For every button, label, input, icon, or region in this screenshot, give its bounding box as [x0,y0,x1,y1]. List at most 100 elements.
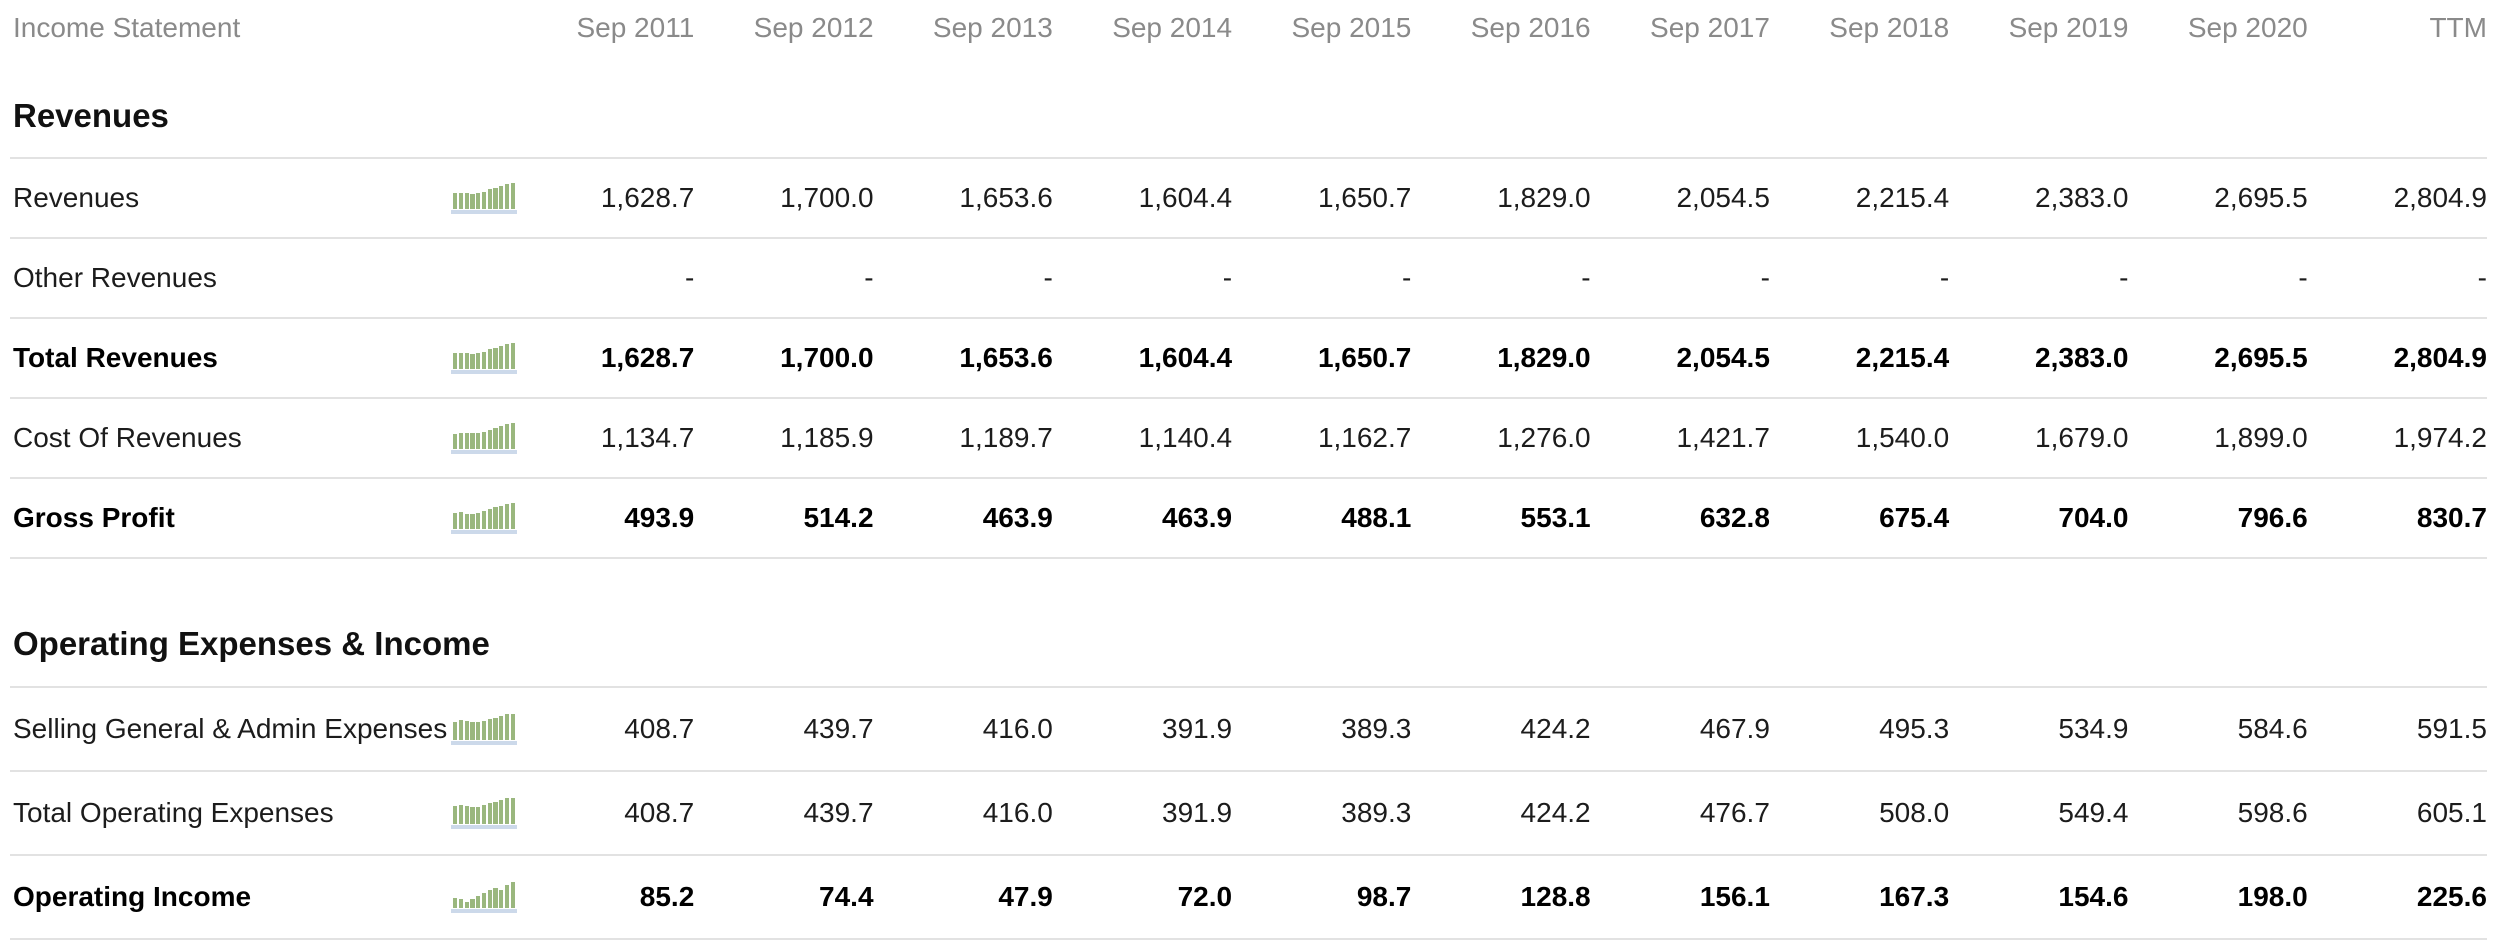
sparkline-bar [487,718,492,740]
sparkline-bar [487,889,492,908]
row-value: 1,628.7 [600,342,695,373]
row-value: 534.9 [2058,713,2129,744]
row-value: 553.1 [1520,502,1591,533]
sparkline-bar [481,892,487,908]
row-value: 154.6 [2058,881,2129,912]
sparkline-bar [493,187,498,209]
row-value: 493.9 [624,502,695,533]
sparkline-bar [493,888,498,908]
row-value: 1,628.7 [600,182,695,213]
row-value: 1,679.0 [2035,422,2129,453]
mini-bar-chart-icon[interactable] [450,881,518,913]
row-value: 704.0 [2058,502,2129,533]
sparkline-baseline [450,449,518,454]
sparkline-bar [487,803,492,824]
sparkline-bar [464,721,469,740]
sparkline-bar [458,352,464,369]
sparkline-bar [493,801,498,824]
row-value: 598.6 [2237,797,2308,828]
row-value: 47.9 [998,881,1053,912]
row-label: Revenues [13,182,140,213]
sparkline-bar [458,192,464,209]
row-value: - [1043,262,1053,293]
column-header-sep-2011: Sep 2011 [576,11,695,43]
mini-bar-chart-icon[interactable] [450,422,518,454]
sparkline-bars [453,502,515,529]
row-value: 1,653.6 [959,342,1053,373]
sparkline-cell [450,422,518,454]
row-value: 439.7 [803,713,874,744]
row-value: 467.9 [1699,713,1770,744]
table-header-row: Income Statement Sep 2011 Sep 2012 Sep 201… [10,0,2487,55]
mini-bar-chart-icon[interactable] [450,502,518,534]
row-value: 1,540.0 [1855,422,1950,453]
row-value: 1,653.6 [959,182,1053,213]
sparkline-bar [476,722,481,740]
mini-bar-chart-icon[interactable] [450,342,518,374]
row-value: 424.2 [1520,797,1591,828]
row-value: 2,215.4 [1855,342,1950,373]
section-heading-operating-expenses-income: Operating Expenses & Income [10,559,2487,688]
sparkline-bar [476,896,481,908]
sparkline-bar [476,193,481,209]
sparkline-bar [481,511,487,529]
row-value: - [2119,262,2129,293]
sparkline-baseline [450,209,518,214]
row-value: 1,189.7 [959,422,1053,453]
row-value: 1,829.0 [1497,342,1591,373]
sparkline-cell [450,502,518,534]
sparkline-bar [476,433,481,449]
row-value: 2,054.5 [1676,342,1770,373]
row-value: 1,700.0 [780,342,874,373]
row-value: 514.2 [803,502,874,533]
row-value: 476.7 [1699,797,1770,828]
sparkline-bar [458,720,464,740]
mini-bar-chart-icon[interactable] [450,182,518,214]
column-header-sep-2014: Sep 2014 [1112,11,1233,43]
sparkline-bar [481,720,487,740]
section-rows: Revenues 1,628.7 1,700.0 1,653.6 1,604.4 1,65… [10,159,2487,559]
row-value: - [1939,262,1950,293]
table-row: Gross Profit 493.9 514.2 463.9 463.9 488.1 553… [10,479,2487,559]
sparkline-bar [458,432,464,449]
sparkline-bar [510,502,515,529]
mini-bar-chart-icon[interactable] [450,797,518,829]
sparkline-bars [453,881,515,908]
row-value: 424.2 [1520,713,1591,744]
row-value: 495.3 [1879,713,1950,744]
sparkline-bar [510,182,515,209]
sparkline-bar [493,717,498,740]
sparkline-bars [453,797,515,824]
sparkline-bar [504,797,510,824]
row-value: 1,829.0 [1497,182,1591,213]
row-value: 2,804.9 [2393,182,2487,213]
row-value: 1,134.7 [600,422,695,453]
row-value: 2,054.5 [1676,182,1770,213]
sparkline-bar [464,901,469,908]
mini-bar-chart-icon[interactable] [450,713,518,745]
row-value: 1,276.0 [1497,422,1591,453]
sparkline-bar [470,722,475,740]
row-value: - [2477,262,2487,293]
section-heading-revenues: Revenues [10,55,2487,159]
sparkline-bar [487,349,492,369]
row-value: - [684,262,695,293]
row-value: 1,604.4 [1138,342,1233,373]
sparkline-bar [504,343,510,369]
column-header-sep-2012: Sep 2012 [753,11,874,43]
row-value: 74.4 [819,881,874,912]
sparkline-bar [470,806,475,824]
row-value: 391.9 [1162,797,1233,828]
row-label: Other Revenues [13,262,217,293]
sparkline-bar [476,353,481,369]
table-row: Other Revenues - - - - - - - - - - - [10,239,2487,319]
row-label: Cost Of Revenues [13,422,242,453]
row-value: 591.5 [2416,713,2487,744]
sparkline-cell [450,881,518,913]
row-value: 2,215.4 [1855,182,1950,213]
row-value: 225.6 [2416,881,2487,912]
row-value: 156.1 [1699,881,1770,912]
row-value: 632.8 [1699,502,1770,533]
row-label: Selling General & Admin Expenses [13,713,448,744]
sparkline-bar [470,513,475,529]
